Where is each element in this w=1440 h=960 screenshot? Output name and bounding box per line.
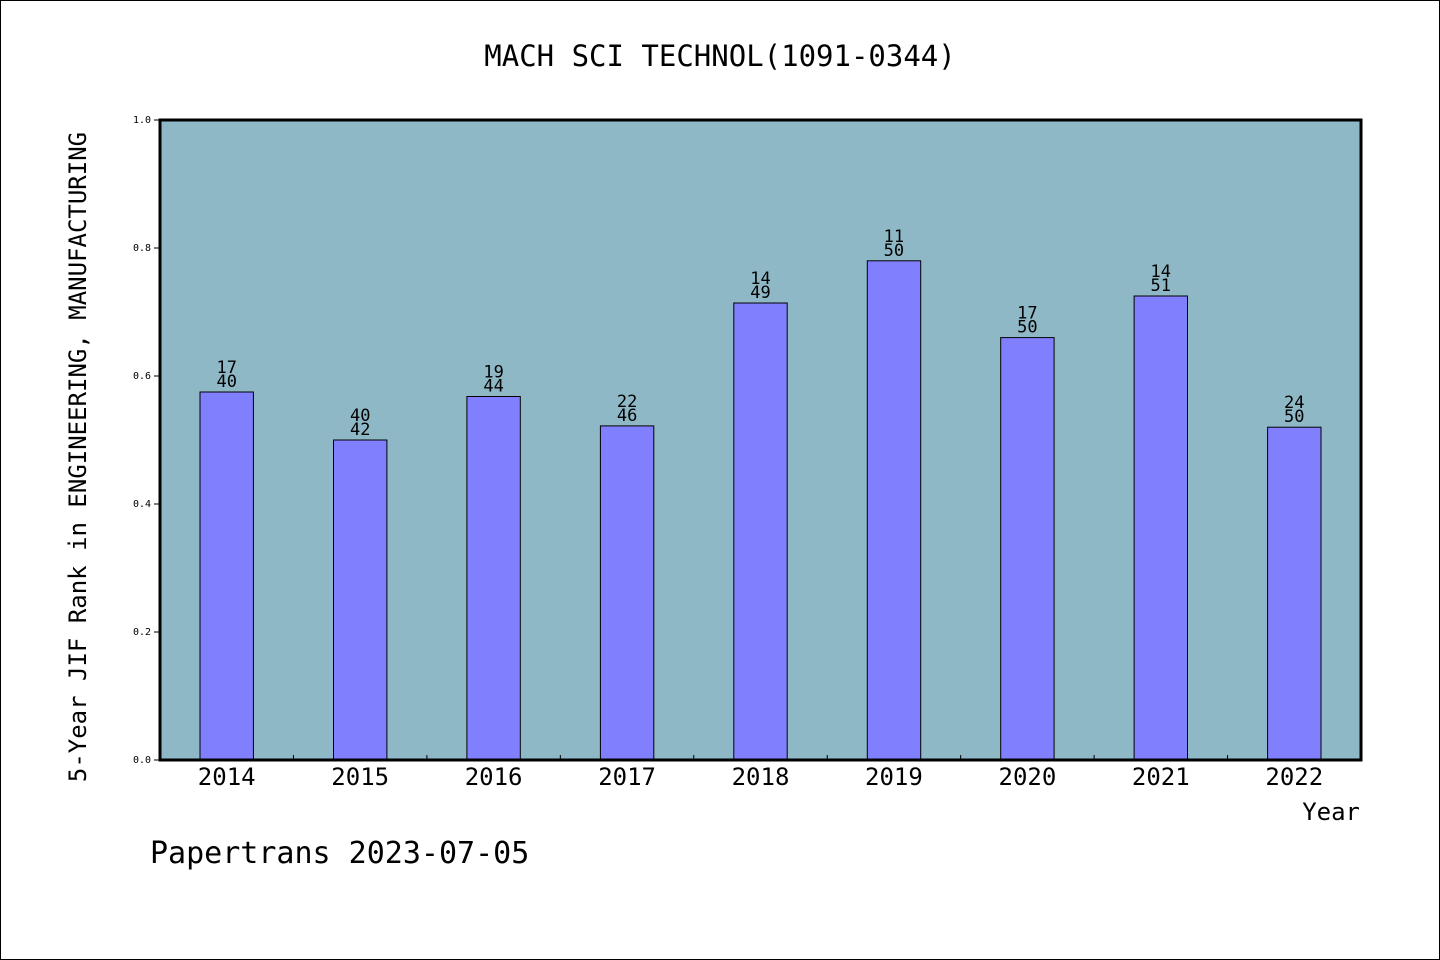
bar-total-label: 50 xyxy=(1284,407,1304,427)
bar-total-label: 50 xyxy=(884,241,904,261)
bar-rank-label: 14 xyxy=(750,269,770,289)
y-axis-label: 5-Year JIF Rank in ENGINEERING, MANUFACT… xyxy=(64,132,92,782)
bar-total-label: 50 xyxy=(1017,318,1037,338)
bar-rank-label: 17 xyxy=(1017,304,1037,324)
chart-title: MACH SCI TECHNOL(1091-0344) xyxy=(484,39,955,73)
bar-rank-label: 11 xyxy=(884,227,904,247)
bar-total-label: 44 xyxy=(483,377,503,397)
y-tick-label: 0.6 xyxy=(133,371,151,382)
x-tick-label: 2018 xyxy=(732,763,790,791)
bar-total-label: 49 xyxy=(750,283,770,303)
bar xyxy=(1000,337,1055,761)
bar-rank-label: 19 xyxy=(483,363,503,383)
bar xyxy=(866,260,922,761)
x-axis-label: Year xyxy=(1302,798,1360,826)
x-axis: 2014 2015 2016 2017 2018 2019 2020 2021 2022 xyxy=(198,755,1323,791)
x-tick-label: 2014 xyxy=(198,763,256,791)
y-tick-label: 0.4 xyxy=(133,499,151,510)
bar-total-label: 40 xyxy=(216,372,236,392)
bar xyxy=(1267,426,1322,761)
x-tick-label: 2015 xyxy=(331,763,389,791)
bar-total-label: 42 xyxy=(350,420,370,440)
bar-total-label: 46 xyxy=(617,406,637,426)
bar-rank-label: 14 xyxy=(1151,262,1171,282)
x-tick-label: 2016 xyxy=(465,763,523,791)
bar xyxy=(199,391,254,761)
x-tick-label: 2021 xyxy=(1132,763,1190,791)
bar-rank-label: 40 xyxy=(350,406,370,426)
bar xyxy=(466,396,521,761)
y-tick-label: 0.8 xyxy=(133,243,151,254)
y-tick-label: 1.0 xyxy=(133,115,151,126)
y-tick-label: 0.0 xyxy=(133,755,151,766)
bar xyxy=(333,439,388,761)
bar-rank-label: 22 xyxy=(617,392,637,412)
y-axis: 0.0 0.2 0.4 0.6 0.8 1.0 xyxy=(133,115,160,766)
x-tick-label: 2020 xyxy=(999,763,1057,791)
bar-rank-label: 17 xyxy=(216,358,236,378)
x-tick-label: 2019 xyxy=(865,763,923,791)
footer-text: Papertrans 2023-07-05 xyxy=(150,836,529,871)
plot-border xyxy=(158,118,1363,762)
bar xyxy=(733,302,788,761)
bar xyxy=(599,425,655,761)
bar-rank-label: 24 xyxy=(1284,393,1304,413)
bar-total-label: 51 xyxy=(1151,276,1171,296)
x-tick-label: 2017 xyxy=(598,763,656,791)
x-tick-label: 2022 xyxy=(1265,763,1323,791)
bar xyxy=(1133,295,1188,761)
y-tick-label: 0.2 xyxy=(133,627,151,638)
